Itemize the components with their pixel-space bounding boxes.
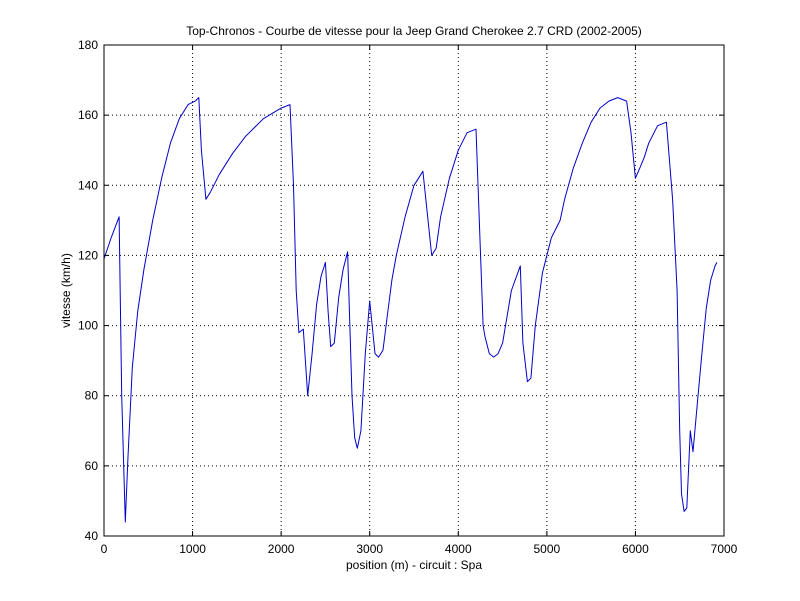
- axis-ticks: 0 1000 2000 3000 4000 5000 6000 7000 40 60 80 100 12…: [78, 38, 738, 556]
- x-tick-label: 6000: [622, 542, 649, 556]
- y-tick-label: 140: [78, 178, 98, 192]
- y-tick-label: 80: [85, 389, 99, 403]
- chart-title: Top-Chronos - Courbe de vitesse pour la …: [186, 24, 642, 38]
- x-tick-label: 4000: [445, 542, 472, 556]
- x-tick-label: 7000: [711, 542, 738, 556]
- x-tick-label: 1000: [179, 542, 206, 556]
- speed-line: [103, 97, 718, 523]
- y-tick-label: 120: [78, 248, 98, 262]
- x-tick-label: 2000: [268, 542, 295, 556]
- y-tick-label: 60: [85, 459, 99, 473]
- x-tick-label: 3000: [356, 542, 383, 556]
- y-tick-label: 180: [78, 38, 98, 52]
- x-axis-label: position (m) - circuit : Spa: [346, 558, 482, 572]
- y-axis-label: vitesse (km/h): [59, 253, 73, 328]
- y-tick-label: 40: [85, 529, 99, 543]
- y-tick-label: 100: [78, 319, 98, 333]
- x-tick-label: 0: [101, 542, 108, 556]
- y-tick-label: 160: [78, 108, 98, 122]
- x-tick-label: 5000: [534, 542, 561, 556]
- plot-area: [104, 45, 724, 536]
- plot-frame: [103, 44, 725, 537]
- data-layer: [103, 97, 718, 523]
- grid-lines: [104, 45, 724, 536]
